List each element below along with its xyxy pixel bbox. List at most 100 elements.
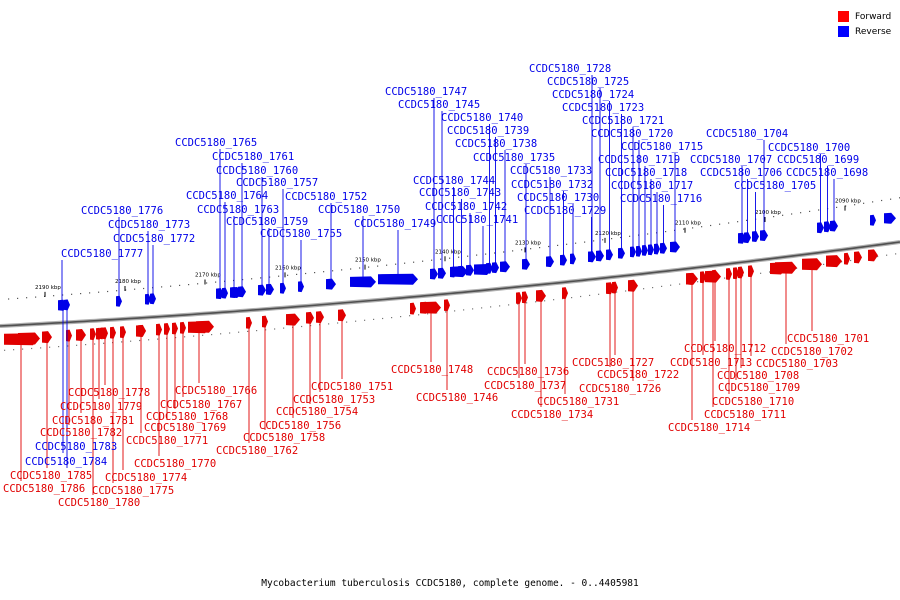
scale-dot [665, 231, 667, 233]
scale-dot [571, 297, 573, 299]
scale-dot [652, 287, 654, 289]
scale-dot [418, 314, 420, 316]
gene-glyph-ccdc5180_1708 [738, 266, 744, 279]
scale-dot [544, 300, 546, 302]
tick-label: 2190 kbp [35, 285, 61, 291]
scale-dot [737, 221, 739, 223]
scale-dot [823, 263, 825, 265]
gene-label: CCDC5180_1779 [60, 401, 142, 413]
scale-dot [683, 228, 685, 230]
scale-dot [107, 290, 109, 293]
gene-label: CCDC5180_1729 [524, 205, 606, 217]
gene-glyph-ccdc5180_1725 [596, 250, 604, 262]
scale-dot [494, 252, 496, 254]
gene-glyph-ccdc5180_1738 [500, 261, 510, 273]
gene-label: CCDC5180_1749 [354, 218, 436, 230]
gene-glyph-ccdc5180_1710 [726, 268, 732, 280]
gene-glyph-ccdc5180_1776 [116, 295, 122, 307]
gene-glyph-ccdc5180_1753 [316, 311, 324, 324]
scale-dot [332, 270, 334, 272]
scale-dot [508, 304, 510, 306]
scale-dot [251, 278, 253, 280]
scale-dot [269, 276, 271, 278]
scale-dot [391, 317, 393, 319]
scale-dot [31, 347, 33, 350]
gene-glyph-ccdc5180_1733 [546, 256, 554, 268]
gene-label: CCDC5180_1711 [704, 409, 786, 421]
scale-dot [373, 318, 375, 320]
scale-dot [463, 309, 465, 311]
gene-label: CCDC5180_1731 [537, 396, 619, 408]
tick-label: 2090 kbp [835, 199, 861, 205]
scale-dot [89, 292, 91, 294]
scale-dot [98, 291, 100, 293]
gene-glyph-ccdc5180_1786 [4, 333, 38, 346]
scale-dot [305, 272, 307, 275]
gene-glyph-ccdc5180_1781 [76, 329, 86, 341]
gene-label: CCDC5180_1727 [572, 357, 654, 369]
gene-glyph-ccdc5180_1727 [612, 281, 618, 294]
scale-dot [877, 255, 879, 258]
scale-dot [296, 273, 298, 275]
gene-label: CCDC5180_1747 [385, 86, 467, 98]
gene-glyph-ccdc5180_1755 [298, 281, 304, 293]
gene-glyph-ccdc5180_1712 [712, 269, 718, 282]
gene-glyph-ccdc5180_1745 [438, 267, 446, 279]
scale-dot [512, 250, 514, 252]
scale-dot [863, 202, 865, 204]
scale-dot [364, 319, 366, 321]
scale-dot [598, 293, 600, 295]
scale-dot [58, 346, 60, 348]
scale-dot [724, 277, 726, 279]
gene-label: CCDC5180_1730 [517, 192, 599, 204]
scale-dot [422, 260, 424, 262]
gene-label: CCDC5180_1745 [398, 99, 480, 111]
gene-glyph-ccdc5180_1715 [670, 241, 680, 253]
gene-label: CCDC5180_1723 [562, 102, 644, 114]
gene-glyph-ccdc5180_1741 [474, 264, 492, 275]
scale-dot [206, 282, 208, 284]
gene-label: CCDC5180_1757 [236, 177, 318, 189]
gene-glyph-ccdc5180_1768 [172, 322, 178, 335]
gene-label: CCDC5180_1744 [413, 175, 495, 187]
tick-label: 2180 kbp [115, 279, 141, 285]
gene-glyph-ccdc5180_1706 [744, 232, 751, 244]
legend-label-reverse: Reverse [855, 26, 892, 37]
scale-dot [841, 261, 843, 263]
scale-dot [220, 333, 222, 335]
scale-dot [580, 295, 582, 298]
gene-label: CCDC5180_1735 [473, 152, 555, 164]
scale-dot [346, 321, 348, 323]
scale-dot [890, 198, 892, 200]
gene-glyph-ccdc5180_1736 [522, 291, 528, 304]
gene-glyph-ccdc5180_1743 [458, 265, 465, 277]
scale-dot [328, 323, 330, 325]
gene-label: CCDC5180_1750 [318, 204, 400, 216]
gene-label: CCDC5180_1776 [81, 205, 163, 217]
scale-dot [602, 239, 604, 241]
scale-dot [179, 284, 181, 286]
scale-dot [629, 235, 631, 237]
scale-dot [256, 330, 258, 332]
gene-glyph-ccdc5180_1737 [516, 292, 522, 305]
gene-label: CCDC5180_1739 [447, 125, 529, 137]
gene-label: CCDC5180_1732 [511, 179, 593, 191]
gene-glyph-ccdc5180_1760 [258, 284, 266, 296]
scale-dot [404, 262, 406, 264]
scale-dot [139, 339, 141, 342]
gene-glyph-ccdc5180_1762 [246, 316, 252, 329]
gene-glyph-ccdc5180_1754 [306, 311, 314, 324]
gene-label: CCDC5180_1781 [52, 415, 134, 427]
gene-label: CCDC5180_1726 [579, 383, 661, 395]
forward-gene-glyph [868, 249, 878, 262]
gene-label: CCDC5180_1783 [35, 441, 117, 453]
scale-dot [197, 283, 199, 285]
gene-glyph-ccdc5180_1746 [444, 299, 450, 312]
scale-dot [188, 284, 190, 286]
scale-dot [719, 223, 721, 225]
gene-label: CCDC5180_1704 [706, 128, 788, 140]
scale-dot [589, 294, 591, 296]
tick-label: 2120 kbp [595, 231, 621, 237]
scale-dot [521, 249, 523, 251]
